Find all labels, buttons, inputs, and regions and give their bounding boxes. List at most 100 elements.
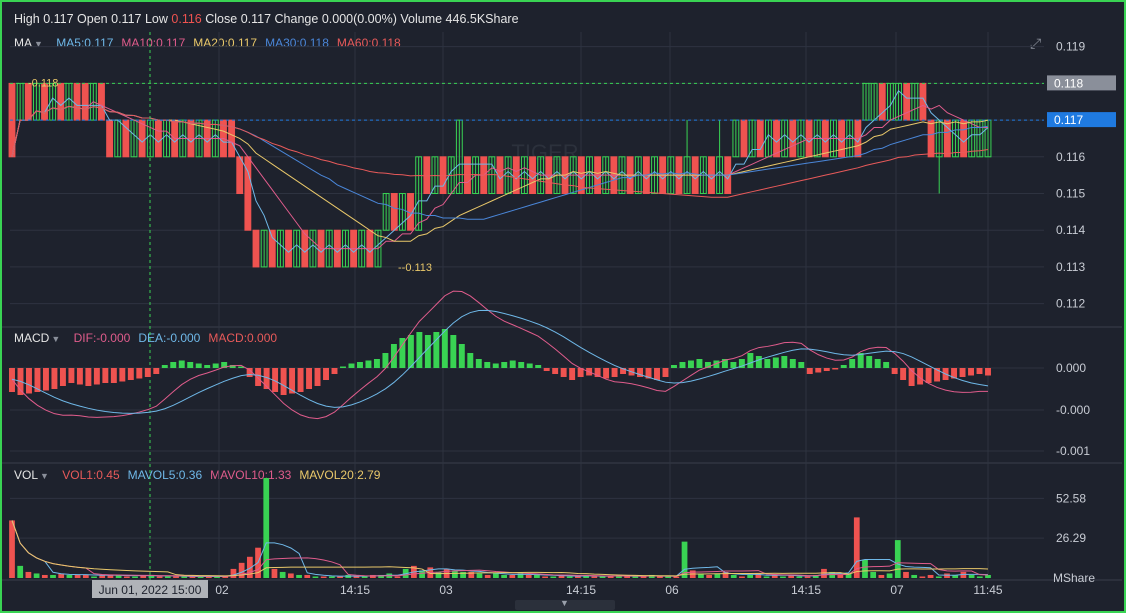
volume-bar xyxy=(304,574,311,578)
volume-bar xyxy=(911,574,918,578)
macd-bar xyxy=(908,368,915,386)
macd-bar xyxy=(297,368,304,392)
macd-bar xyxy=(874,359,881,368)
last-price-tag-label: 0.117 xyxy=(1054,113,1083,127)
volume-bar xyxy=(82,574,89,578)
volume-bar xyxy=(460,571,466,578)
macd-bar xyxy=(721,359,728,368)
macd-bar xyxy=(416,332,423,368)
macd-indicator-name[interactable]: MACD xyxy=(14,331,50,345)
chevron-down-icon[interactable]: ▼ xyxy=(560,598,569,608)
volume-bar xyxy=(845,573,852,578)
candle xyxy=(57,82,65,121)
volume-bar xyxy=(583,574,589,578)
macd-bar xyxy=(552,368,559,374)
candle xyxy=(268,229,276,268)
volume-bar xyxy=(550,576,557,578)
vol-legend-item: VOL1:0.45 xyxy=(62,468,120,482)
y-tick-label: 0.112 xyxy=(1056,297,1085,311)
dropdown-caret-icon[interactable]: ▼ xyxy=(40,471,49,481)
macd-bar xyxy=(891,368,898,374)
y-tick-label: 0.119 xyxy=(1056,40,1085,54)
volume-bar xyxy=(771,574,778,578)
macd-bar xyxy=(781,356,788,368)
macd-bar xyxy=(696,359,703,368)
expand-icon[interactable]: ⤢ xyxy=(1030,35,1042,51)
candle xyxy=(520,156,528,195)
volume-bar xyxy=(328,576,335,578)
vol-legend[interactable]: VOL ▼ VOL1:0.45 MAVOL5:0.36 MAVOL10:1.33 MAV… xyxy=(14,468,396,482)
dropdown-caret-icon[interactable]: ▼ xyxy=(34,39,43,49)
low-annotation: --0.113 xyxy=(398,262,432,274)
ohlc-header: High 0.117 Open 0.117 Low 0.116 Close 0.… xyxy=(14,12,519,26)
macd-bar xyxy=(594,368,601,377)
dropdown-caret-icon[interactable]: ▼ xyxy=(51,334,61,344)
volume-bar xyxy=(870,571,877,578)
macd-bar xyxy=(263,368,270,389)
volume-bar xyxy=(66,574,73,578)
x-tick-label: 14:15 xyxy=(340,583,370,597)
macd-bar xyxy=(484,362,491,368)
volume-bar xyxy=(156,576,163,578)
x-tick-label: 14:15 xyxy=(566,583,596,597)
volume-bar xyxy=(238,562,245,578)
volume-bar xyxy=(698,573,704,578)
change-value: 0.000(0.00%) xyxy=(321,12,397,26)
macd-bar xyxy=(407,335,414,368)
candle xyxy=(756,119,764,158)
macd-bar xyxy=(306,368,313,389)
volume-bar xyxy=(780,576,786,578)
candle xyxy=(41,82,48,121)
candle xyxy=(960,119,968,158)
volume-bar xyxy=(361,576,368,578)
vol-indicator-name[interactable]: VOL xyxy=(14,468,39,482)
macd-bar xyxy=(458,344,465,368)
candle xyxy=(512,156,520,195)
candle xyxy=(740,119,748,158)
macd-bar xyxy=(883,362,890,368)
volume-bar xyxy=(132,576,138,578)
candle xyxy=(797,119,805,158)
y-tick-label: 0.114 xyxy=(1056,223,1085,237)
volume-bar xyxy=(353,576,360,578)
vol-legend-item: MAVOL5:0.36 xyxy=(127,468,203,482)
macd-bar xyxy=(204,365,211,368)
ref-price-tag xyxy=(1047,75,1116,91)
macd-bar xyxy=(246,368,253,377)
macd-bar xyxy=(535,365,542,368)
low-value: 0.116 xyxy=(171,12,202,26)
macd-bar xyxy=(51,368,58,389)
y-tick-label: 0.116 xyxy=(1056,150,1085,164)
macd-bar xyxy=(840,365,847,368)
macd-bar xyxy=(314,368,321,386)
macd-bar xyxy=(509,360,516,368)
volume-bar xyxy=(476,573,483,578)
macd-bar xyxy=(34,368,41,392)
volume-bar xyxy=(624,576,630,578)
ma-line xyxy=(11,101,988,250)
macd-bar xyxy=(110,368,117,383)
macd-bar xyxy=(976,368,983,374)
y-tick-label: 0.113 xyxy=(1056,260,1085,274)
volume-bar xyxy=(976,576,983,578)
macd-bar xyxy=(424,335,431,368)
scroll-handle[interactable]: ▼ xyxy=(515,598,615,610)
macd-bar xyxy=(900,368,907,380)
macd-bar xyxy=(195,363,202,368)
open-value: 0.117 xyxy=(111,12,142,26)
macd-bar xyxy=(450,335,457,368)
volume-bar xyxy=(894,540,901,578)
macd-bar xyxy=(738,359,745,368)
macd-bar xyxy=(645,368,652,379)
candle xyxy=(276,229,284,268)
candle xyxy=(89,82,97,121)
x-tick-label: 06 xyxy=(665,583,679,597)
macd-bar xyxy=(238,366,245,368)
macd-legend[interactable]: MACD ▼ DIF:-0.000 DEA:-0.000 MACD:0.000 xyxy=(14,331,293,345)
volume-bar xyxy=(173,576,179,578)
volume-bar xyxy=(657,576,663,578)
mavol-line xyxy=(11,520,989,577)
candle xyxy=(976,119,984,158)
volume-bar xyxy=(493,573,499,578)
